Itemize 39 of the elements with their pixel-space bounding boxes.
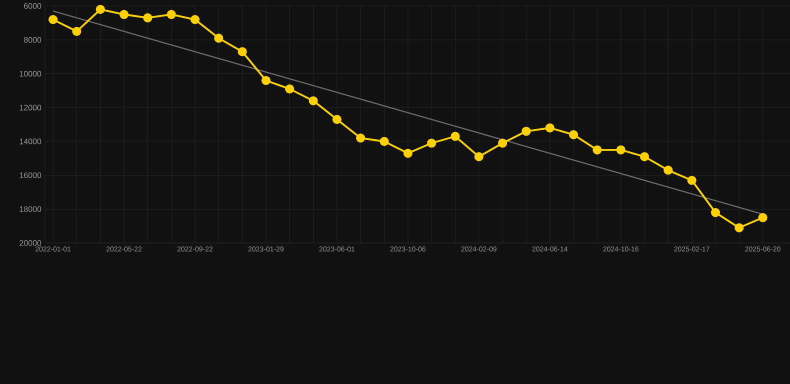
point xyxy=(758,213,768,222)
y-tick-label: 16000 xyxy=(20,172,42,178)
y-tick-label: 10000 xyxy=(20,70,42,77)
point xyxy=(403,148,412,158)
point xyxy=(450,132,460,141)
y-tick-label: 20000 xyxy=(20,240,42,246)
point xyxy=(710,208,720,218)
point xyxy=(545,123,554,132)
point xyxy=(238,47,247,56)
point xyxy=(522,126,531,136)
point xyxy=(568,130,578,140)
point xyxy=(592,145,602,154)
point xyxy=(427,138,436,148)
point xyxy=(285,84,294,94)
point xyxy=(664,166,673,175)
point xyxy=(190,15,200,24)
point xyxy=(166,10,176,20)
point xyxy=(96,4,105,14)
point xyxy=(356,134,366,143)
point xyxy=(119,10,129,20)
point xyxy=(143,13,152,22)
y-tick-label: 6000 xyxy=(24,3,42,9)
point xyxy=(498,138,508,148)
y-tick-label: 8000 xyxy=(24,37,42,43)
point xyxy=(640,152,650,162)
point xyxy=(308,96,318,106)
point xyxy=(474,152,484,162)
point xyxy=(48,15,58,24)
point xyxy=(214,34,224,43)
point xyxy=(616,145,626,154)
point xyxy=(687,176,696,185)
point xyxy=(332,114,342,124)
y-tick-label: 14000 xyxy=(20,138,42,144)
y-tick-label: 18000 xyxy=(20,206,42,212)
point xyxy=(380,136,389,146)
point xyxy=(72,26,82,36)
point xyxy=(261,76,271,86)
point xyxy=(734,223,744,232)
y-tick-label: 12000 xyxy=(20,104,42,110)
